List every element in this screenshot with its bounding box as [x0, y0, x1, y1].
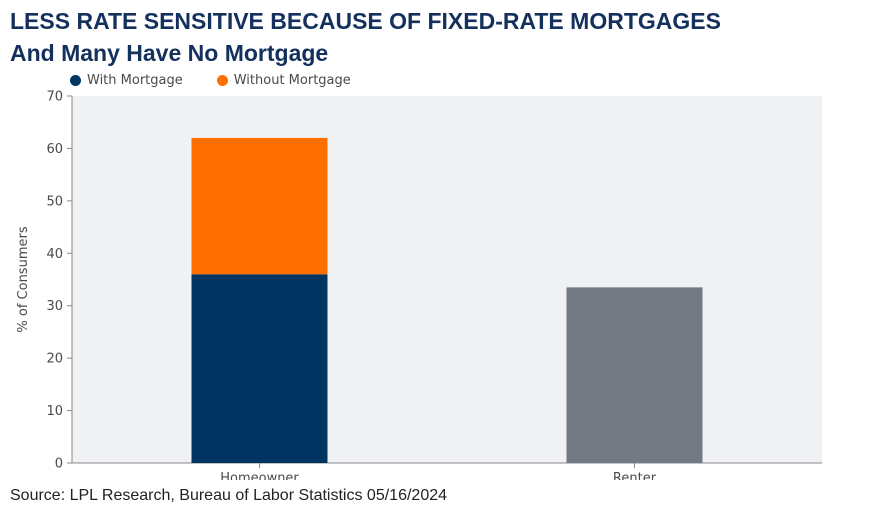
legend-label-with-mortgage: With Mortgage	[87, 73, 183, 88]
y-tick-label: 30	[46, 299, 63, 314]
bar-homeowner-without-mortgage	[191, 137, 328, 275]
source-note: Source: LPL Research, Bureau of Labor St…	[10, 487, 448, 504]
legend-label-without-mortgage: Without Mortgage	[233, 73, 351, 88]
legend-swatch-without-mortgage	[216, 75, 228, 86]
legend-item-with-mortgage: With Mortgage	[70, 73, 183, 88]
y-tick-label: 40	[46, 247, 63, 262]
legend: With Mortgage Without Mortgage	[70, 73, 351, 88]
y-tick-label: 20	[46, 352, 63, 367]
chart-title: LESS RATE SENSITIVE BECAUSE OF FIXED-RAT…	[10, 8, 721, 34]
legend-swatch-with-mortgage	[70, 75, 81, 86]
y-tick-label: 50	[46, 194, 63, 209]
bar-renter-total	[566, 287, 703, 463]
plot-area	[72, 96, 822, 463]
y-axis-title: % of Consumers	[16, 226, 31, 332]
y-tick-label: 0	[55, 457, 63, 472]
bar-homeowner-with-mortgage	[191, 274, 328, 463]
chart-subtitle: And Many Have No Mortgage	[10, 40, 329, 66]
legend-item-without-mortgage: Without Mortgage	[216, 73, 351, 88]
y-tick-label: 10	[46, 404, 63, 419]
y-tick-label: 60	[46, 142, 63, 157]
y-tick-label: 70	[46, 90, 63, 105]
x-tick-label-renter: Renter	[613, 471, 657, 480]
x-tick-label-homeowner: Homeowner	[220, 471, 299, 480]
chart-canvas: 0 10 20 30 40 50 60 70 % of Consumers Homeowner Re…	[16, 90, 822, 480]
